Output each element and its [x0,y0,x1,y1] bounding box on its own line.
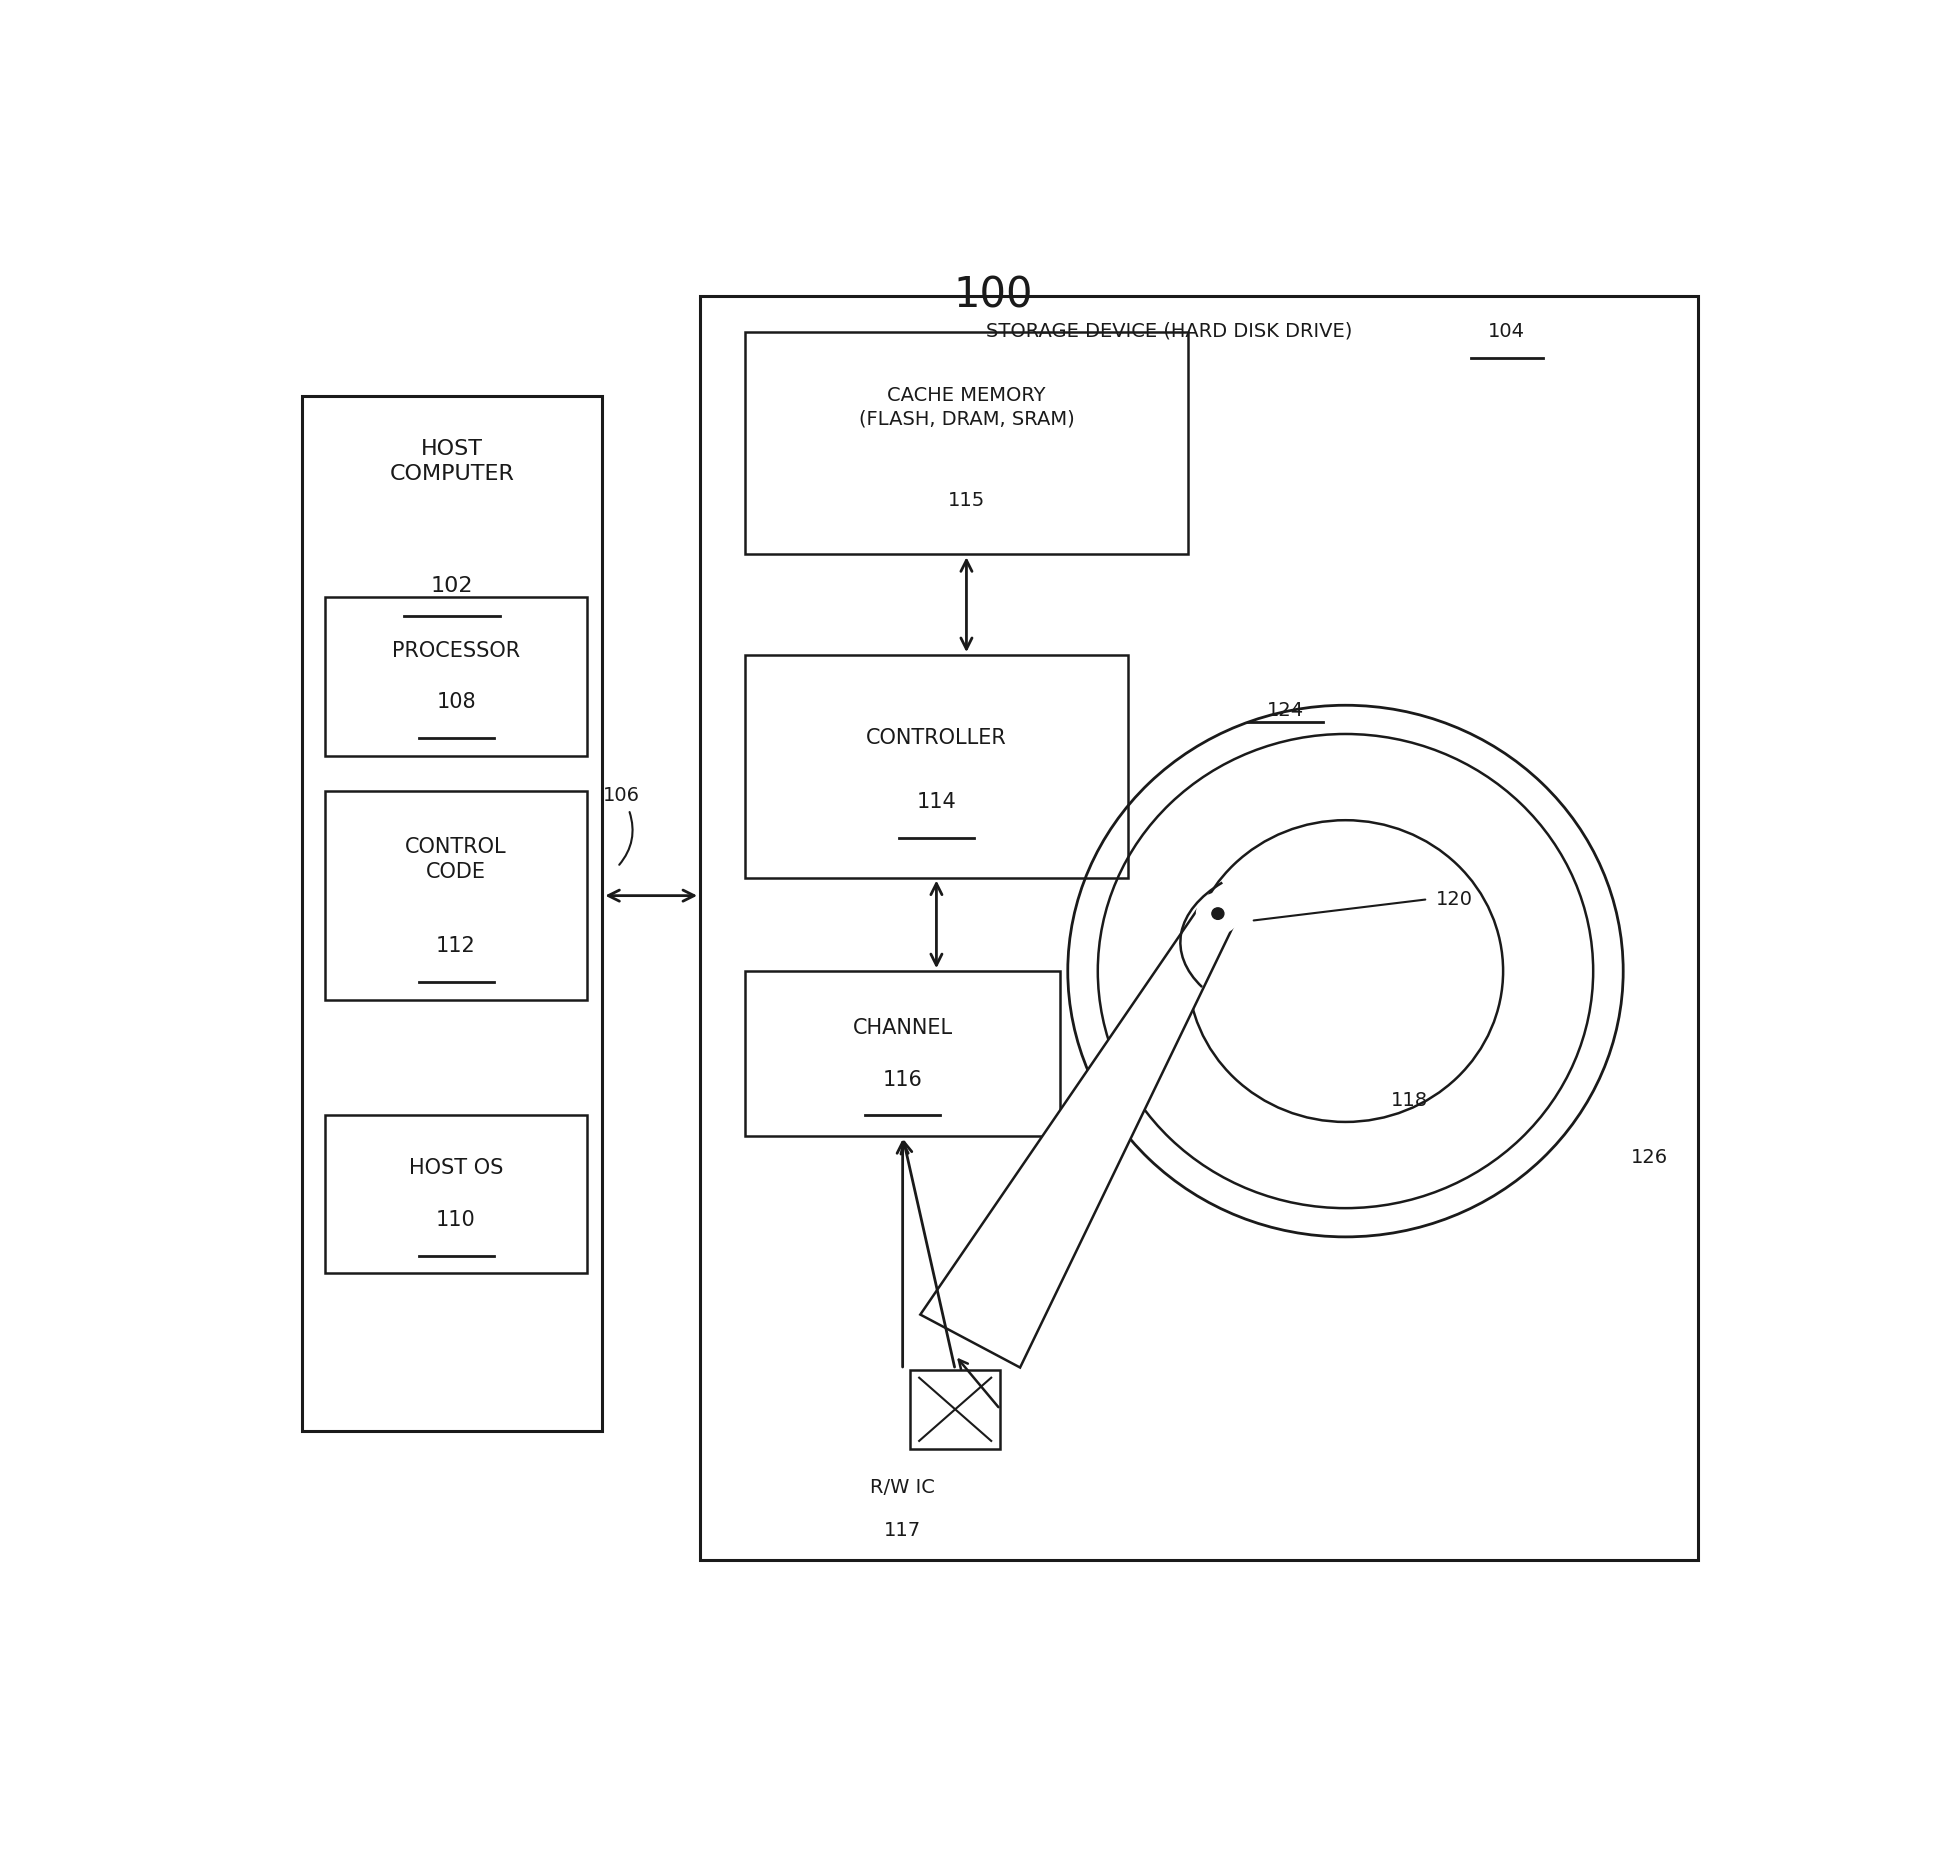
Text: 126: 126 [1631,1148,1668,1168]
Circle shape [1213,909,1224,920]
Text: CONTROLLER: CONTROLLER [866,728,1007,748]
Text: HOST
COMPUTER: HOST COMPUTER [389,440,515,485]
Text: PROCESSOR: PROCESSOR [391,640,521,661]
Text: 117: 117 [883,1521,922,1539]
Text: HOST OS: HOST OS [409,1159,504,1177]
Bar [699,297,1699,1560]
Text: 118: 118 [1391,1092,1428,1110]
Text: 112: 112 [436,937,477,955]
Text: STORAGE DEVICE (HARD DISK DRIVE): STORAGE DEVICE (HARD DISK DRIVE) [986,321,1352,341]
Text: 116: 116 [883,1069,922,1090]
Bar [325,1114,587,1273]
Bar [302,396,602,1431]
Bar [325,597,587,756]
Text: CHANNEL: CHANNEL [852,1017,953,1037]
Text: 120: 120 [1435,890,1472,909]
Circle shape [1100,737,1656,1269]
Circle shape [1197,894,1240,933]
Text: 124: 124 [1267,700,1304,720]
Bar [910,1370,999,1448]
Bar [746,970,1060,1136]
Text: 114: 114 [916,793,957,812]
Text: 106: 106 [602,786,639,804]
Text: R/W IC: R/W IC [870,1478,936,1497]
Text: 104: 104 [1488,321,1524,341]
Text: 102: 102 [432,577,473,595]
Circle shape [1067,705,1623,1237]
Bar [325,791,587,1000]
Bar [746,655,1127,877]
Text: 110: 110 [436,1209,477,1230]
Text: 115: 115 [947,491,986,509]
Bar [746,332,1187,554]
Polygon shape [920,905,1236,1368]
Circle shape [1187,821,1503,1121]
Text: 108: 108 [436,692,477,713]
Text: 100: 100 [953,274,1032,315]
Text: CONTROL
CODE: CONTROL CODE [405,838,507,883]
Text: CACHE MEMORY
(FLASH, DRAM, SRAM): CACHE MEMORY (FLASH, DRAM, SRAM) [858,386,1075,429]
